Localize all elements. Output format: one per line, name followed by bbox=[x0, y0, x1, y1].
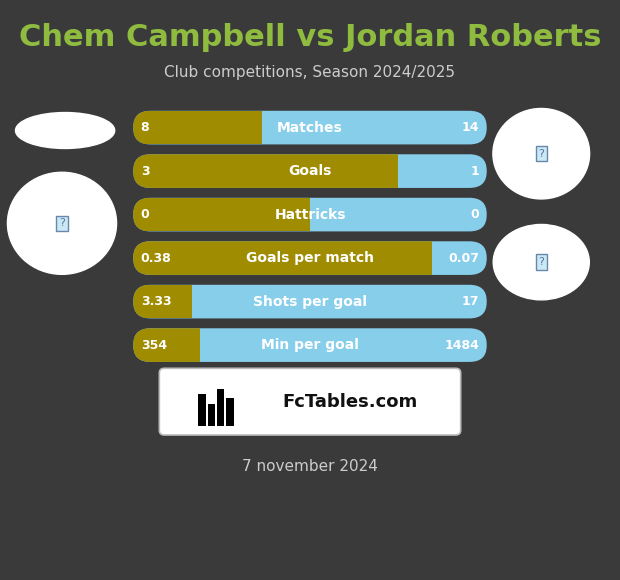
Bar bbox=[133, 198, 310, 231]
Bar bbox=[133, 328, 200, 362]
FancyBboxPatch shape bbox=[133, 198, 487, 231]
FancyBboxPatch shape bbox=[133, 111, 487, 144]
Bar bbox=[226, 398, 234, 426]
Bar bbox=[208, 404, 215, 426]
Bar bbox=[133, 154, 399, 188]
Text: 0.38: 0.38 bbox=[141, 252, 172, 264]
Text: Hattricks: Hattricks bbox=[274, 208, 346, 222]
Text: Min per goal: Min per goal bbox=[261, 338, 359, 352]
Text: 0: 0 bbox=[141, 208, 149, 221]
FancyBboxPatch shape bbox=[159, 368, 461, 435]
Text: Club competitions, Season 2024/2025: Club competitions, Season 2024/2025 bbox=[164, 65, 456, 80]
Text: 17: 17 bbox=[462, 295, 479, 308]
Text: 8: 8 bbox=[141, 121, 149, 134]
Text: ?: ? bbox=[538, 257, 544, 267]
Text: ?: ? bbox=[538, 148, 544, 159]
Text: Goals: Goals bbox=[288, 164, 332, 178]
FancyBboxPatch shape bbox=[133, 328, 487, 362]
Bar bbox=[133, 285, 192, 318]
FancyBboxPatch shape bbox=[133, 154, 487, 188]
Bar bbox=[133, 241, 432, 275]
Bar bbox=[198, 394, 206, 426]
FancyBboxPatch shape bbox=[133, 285, 487, 318]
Bar bbox=[133, 111, 262, 144]
FancyBboxPatch shape bbox=[133, 198, 487, 231]
Text: 1: 1 bbox=[471, 165, 479, 177]
FancyBboxPatch shape bbox=[133, 328, 487, 362]
Text: 0.07: 0.07 bbox=[448, 252, 479, 264]
Text: 3: 3 bbox=[141, 165, 149, 177]
Text: 1484: 1484 bbox=[445, 339, 479, 351]
Ellipse shape bbox=[16, 113, 115, 148]
Bar bbox=[217, 389, 224, 426]
Text: 7 november 2024: 7 november 2024 bbox=[242, 459, 378, 474]
Circle shape bbox=[7, 172, 117, 274]
FancyBboxPatch shape bbox=[133, 154, 487, 188]
Circle shape bbox=[493, 108, 590, 199]
FancyBboxPatch shape bbox=[133, 111, 487, 144]
Text: 3.33: 3.33 bbox=[141, 295, 171, 308]
Text: Matches: Matches bbox=[277, 121, 343, 135]
Text: 0: 0 bbox=[471, 208, 479, 221]
Text: Goals per match: Goals per match bbox=[246, 251, 374, 265]
FancyBboxPatch shape bbox=[133, 241, 487, 275]
Text: ?: ? bbox=[59, 218, 65, 229]
FancyBboxPatch shape bbox=[133, 285, 487, 318]
Text: 14: 14 bbox=[462, 121, 479, 134]
Text: 354: 354 bbox=[141, 339, 167, 351]
FancyBboxPatch shape bbox=[133, 241, 487, 275]
Text: Shots per goal: Shots per goal bbox=[253, 295, 367, 309]
Text: FcTables.com: FcTables.com bbox=[283, 393, 418, 411]
Text: Chem Campbell vs Jordan Roberts: Chem Campbell vs Jordan Roberts bbox=[19, 23, 601, 52]
Ellipse shape bbox=[494, 224, 589, 300]
